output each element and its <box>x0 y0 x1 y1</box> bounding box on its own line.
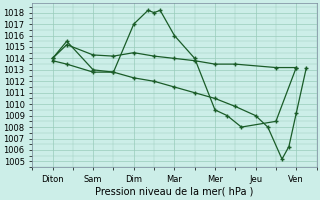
X-axis label: Pression niveau de la mer( hPa ): Pression niveau de la mer( hPa ) <box>95 187 253 197</box>
